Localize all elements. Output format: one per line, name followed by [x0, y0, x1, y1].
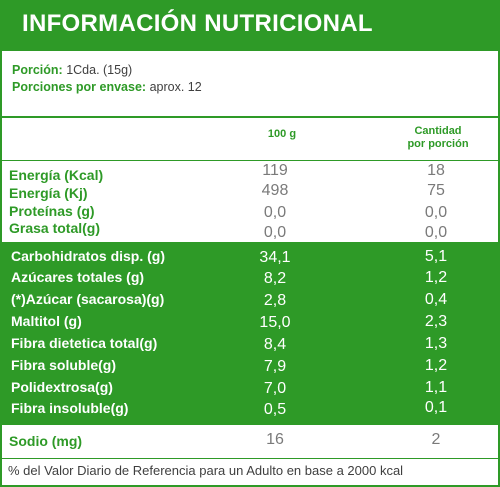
table-row: Grasa total(g) 0,0 0,0 — [0, 220, 500, 241]
row-value-100g: 15,0 — [259, 314, 291, 331]
row-label: Azúcares totales (g) — [11, 269, 145, 285]
row-label: Proteínas (g) — [9, 203, 95, 219]
row-label: Energía (Kcal) — [9, 167, 104, 183]
row-value-100g: 0,0 — [263, 204, 287, 221]
column-header-portion-line2: por porción — [407, 138, 469, 150]
portion-label: Porción: — [12, 63, 63, 77]
row-value-portion: 0,1 — [424, 399, 448, 416]
row-label: Fibra dietetica total(g) — [11, 335, 158, 351]
table-row: Carbohidratos disp. (g) 34,1 5,1 — [0, 247, 500, 267]
row-value-portion: 0,4 — [424, 291, 448, 308]
row-label: Grasa total(g) — [9, 220, 101, 236]
column-header-box: 100 g Cantidad por porción — [2, 118, 498, 160]
row-value-portion: 2 — [431, 431, 441, 448]
servings-value: aprox. 12 — [149, 80, 202, 94]
row-value-portion: 5,1 — [424, 248, 448, 265]
row-value-100g: 7,0 — [263, 380, 287, 397]
portion-value: 1Cda. (15g) — [66, 63, 133, 77]
row-value-portion: 75 — [427, 182, 445, 199]
row-value-100g: 7,9 — [263, 358, 287, 375]
row-value-100g: 16 — [266, 431, 284, 448]
column-header-portion: Cantidad por porción — [388, 125, 488, 151]
servings-line: Porciones por envase: aprox. 12 — [12, 80, 202, 94]
servings-label: Porciones por envase: — [12, 80, 147, 94]
table-row: Maltitol (g) 15,0 2,3 — [0, 313, 500, 333]
table-row: Energía (Kcal) 119 18 — [0, 162, 500, 183]
row-value-100g: 8,2 — [263, 270, 287, 287]
row-value-portion: 1,3 — [424, 335, 448, 352]
row-value-portion: 0,0 — [424, 224, 448, 241]
table-row: Fibra soluble(g) 7,9 1,2 — [0, 357, 500, 377]
row-label: Sodio (mg) — [9, 433, 83, 449]
portion-box: Porción: 1Cda. (15g) Porciones por envas… — [2, 51, 498, 116]
row-value-100g: 498 — [261, 182, 289, 199]
table-row: Proteínas (g) 0,0 0,0 — [0, 202, 500, 222]
row-label: Fibra insoluble(g) — [11, 400, 129, 416]
row-value-portion: 1,2 — [424, 357, 448, 374]
table-row: Azúcares totales (g) 8,2 1,2 — [0, 269, 500, 289]
column-header-100g: 100 g — [267, 128, 297, 140]
row-value-100g: 8,4 — [263, 336, 287, 353]
table-row-sodio: Sodio (mg) 16 2 — [0, 431, 500, 451]
footer-note: % del Valor Diario de Referencia para un… — [8, 463, 404, 478]
row-value-portion: 1,1 — [424, 379, 448, 396]
table-row: Polidextrosa(g) 7,0 1,1 — [0, 379, 500, 399]
panel-title: INFORMACIÓN NUTRICIONAL — [22, 10, 373, 37]
energy-box — [2, 161, 498, 242]
table-row: Fibra insoluble(g) 0,5 0,1 — [0, 399, 500, 420]
table-row: (*)Azúcar (sacarosa)(g) 2,8 0,4 — [0, 291, 500, 311]
table-row: Fibra dietetica total(g) 8,4 1,3 — [0, 335, 500, 355]
footer-box: % del Valor Diario de Referencia para un… — [2, 459, 498, 485]
column-header-portion-line1: Cantidad — [414, 125, 462, 137]
row-value-100g: 34,1 — [259, 249, 291, 266]
row-value-portion: 1,2 — [424, 269, 448, 286]
row-value-100g: 119 — [262, 162, 288, 179]
row-label: Fibra soluble(g) — [11, 357, 116, 373]
row-label: Carbohidratos disp. (g) — [11, 248, 165, 264]
row-label: Energía (Kj) — [9, 185, 88, 201]
row-label: Maltitol (g) — [11, 313, 82, 329]
row-value-100g: 0,5 — [263, 401, 287, 418]
sodio-box — [2, 425, 498, 458]
row-value-100g: 2,8 — [263, 292, 287, 309]
row-value-portion: 0,0 — [424, 204, 448, 221]
row-value-portion: 18 — [427, 162, 445, 179]
row-label: Polidextrosa(g) — [11, 379, 113, 395]
row-value-portion: 2,3 — [424, 313, 448, 330]
portion-line: Porción: 1Cda. (15g) — [12, 63, 132, 77]
table-row: Energía (Kj) 498 75 — [0, 182, 500, 202]
row-label: (*)Azúcar (sacarosa)(g) — [11, 291, 165, 307]
row-value-100g: 0,0 — [263, 224, 287, 241]
